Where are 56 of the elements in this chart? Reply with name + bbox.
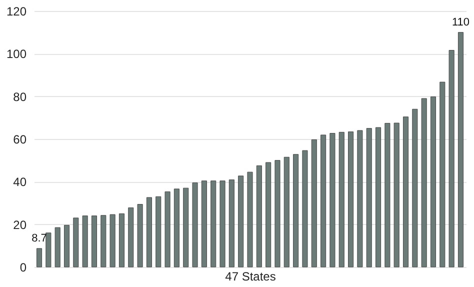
bar xyxy=(402,116,409,268)
bar xyxy=(91,216,98,268)
bar xyxy=(110,214,116,268)
bar xyxy=(320,134,326,268)
bar xyxy=(220,180,226,268)
bar xyxy=(293,154,299,268)
bar xyxy=(174,188,180,268)
bar xyxy=(100,215,106,268)
y-tick-label: 80 xyxy=(13,90,27,104)
bar xyxy=(118,213,124,268)
bar xyxy=(164,191,170,268)
bar xyxy=(440,82,446,268)
bar xyxy=(376,127,382,268)
bar xyxy=(238,176,244,268)
bar xyxy=(330,132,336,268)
bar xyxy=(54,227,60,268)
bar xyxy=(430,96,436,268)
bar xyxy=(266,162,272,268)
y-tick-label: 0 xyxy=(20,260,27,274)
bar xyxy=(146,197,152,268)
bar xyxy=(302,150,308,268)
bar xyxy=(82,216,88,268)
y-tick-label: 20 xyxy=(13,218,27,232)
bar xyxy=(366,128,372,268)
bar xyxy=(247,172,253,268)
bar xyxy=(183,188,189,268)
bar xyxy=(201,180,207,268)
y-tick-label: 60 xyxy=(13,132,27,146)
y-tick-label: 120 xyxy=(6,4,27,18)
y-tick-label: 40 xyxy=(13,175,27,190)
bar xyxy=(284,156,290,268)
bar xyxy=(228,179,234,268)
bar xyxy=(311,139,317,268)
bar xyxy=(210,180,216,268)
bar xyxy=(384,122,390,268)
bar xyxy=(338,132,344,268)
bar xyxy=(256,165,262,268)
bar xyxy=(357,130,363,268)
bar xyxy=(448,50,454,268)
bar xyxy=(73,218,79,268)
bar xyxy=(64,224,70,268)
bar xyxy=(458,32,464,268)
y-tick-label: 100 xyxy=(6,47,27,62)
bar xyxy=(394,122,400,268)
bar xyxy=(274,160,280,268)
bar xyxy=(137,204,143,268)
bar xyxy=(156,196,162,268)
x-axis-title: 47 States xyxy=(225,270,276,284)
bar xyxy=(128,207,134,268)
data-label: 110 xyxy=(452,16,470,28)
bar xyxy=(46,232,52,268)
bar xyxy=(421,98,427,268)
bar xyxy=(412,108,418,268)
bar xyxy=(348,131,354,268)
bar xyxy=(192,182,198,268)
bar xyxy=(36,248,42,268)
